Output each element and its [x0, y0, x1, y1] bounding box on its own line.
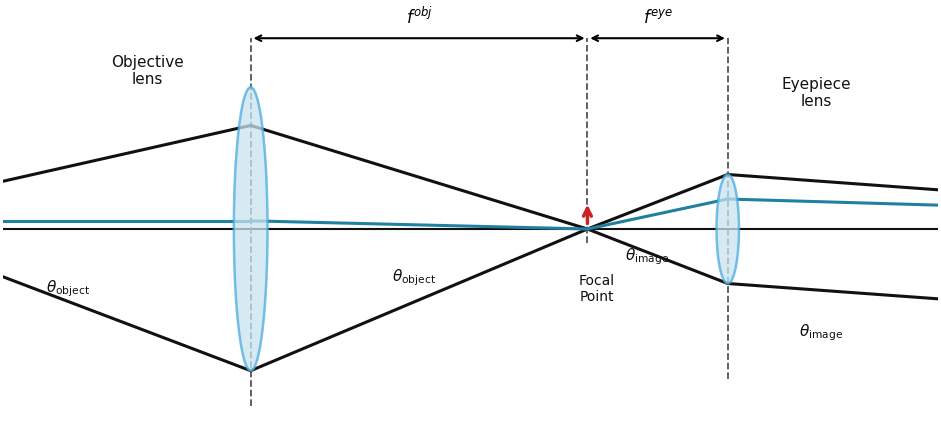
- Text: Objective
lens: Objective lens: [111, 55, 184, 87]
- Text: $f^{\mathregular{obj}}$: $f^{\mathregular{obj}}$: [406, 6, 433, 27]
- Text: Eyepiece
lens: Eyepiece lens: [782, 77, 852, 109]
- Text: $f^{\mathregular{eye}}$: $f^{\mathregular{eye}}$: [643, 9, 673, 27]
- Text: $\theta_{\mathregular{image}}$: $\theta_{\mathregular{image}}$: [625, 246, 669, 267]
- Text: $\theta_{\mathregular{object}}$: $\theta_{\mathregular{object}}$: [392, 268, 437, 288]
- Text: $\theta_{\mathregular{image}}$: $\theta_{\mathregular{image}}$: [799, 322, 843, 343]
- Text: Focal
Point: Focal Point: [579, 274, 614, 304]
- Polygon shape: [716, 175, 739, 283]
- Text: $\theta_{\mathregular{object}}$: $\theta_{\mathregular{object}}$: [46, 279, 90, 299]
- Polygon shape: [233, 87, 267, 371]
